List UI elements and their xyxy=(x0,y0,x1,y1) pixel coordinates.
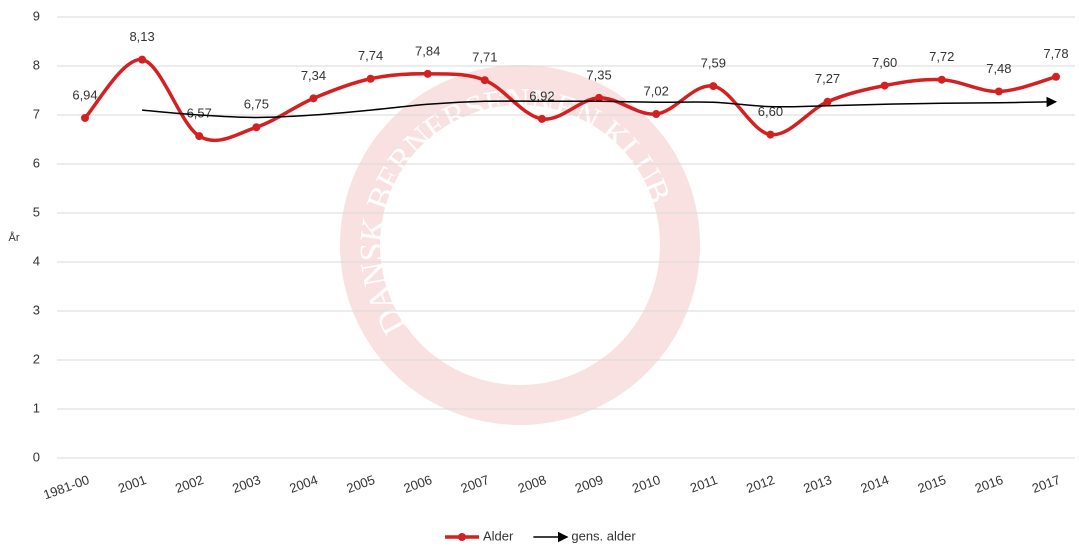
x-tick-label: 2014 xyxy=(859,472,891,496)
y-tick-label: 0 xyxy=(33,449,40,464)
data-point xyxy=(881,82,889,90)
data-point xyxy=(709,82,717,90)
data-label: 7,27 xyxy=(815,71,840,86)
data-label: 6,75 xyxy=(244,97,269,112)
legend-label: gens. alder xyxy=(571,528,636,543)
data-label: 6,94 xyxy=(72,87,97,102)
legend-swatch xyxy=(458,533,466,541)
data-point xyxy=(81,114,89,122)
y-tick-label: 1 xyxy=(33,400,40,415)
x-tick-label: 2005 xyxy=(344,472,376,496)
y-tick-label: 5 xyxy=(33,204,40,219)
y-tick-label: 6 xyxy=(33,155,40,170)
x-tick-label: 2006 xyxy=(402,472,434,496)
x-tick-label: 2012 xyxy=(744,472,776,496)
x-tick-label: 2010 xyxy=(630,472,662,496)
data-label: 7,78 xyxy=(1043,46,1068,61)
data-point xyxy=(367,75,375,83)
data-label: 7,71 xyxy=(472,50,497,65)
data-label: 6,57 xyxy=(187,106,212,121)
data-point xyxy=(538,115,546,123)
data-label: 7,72 xyxy=(929,49,954,64)
data-label: 7,02 xyxy=(644,83,669,98)
x-tick-label: 2013 xyxy=(801,472,833,496)
data-point xyxy=(138,56,146,64)
x-tick-label: 2003 xyxy=(230,472,262,496)
data-label: 7,59 xyxy=(701,56,726,71)
x-tick-label: 2011 xyxy=(688,472,719,496)
x-tick-label: 2001 xyxy=(116,472,148,496)
data-point xyxy=(195,132,203,140)
y-tick-label: 9 xyxy=(33,8,40,23)
data-point xyxy=(252,123,260,131)
y-tick-label: 4 xyxy=(33,253,40,268)
data-label: 7,74 xyxy=(358,48,383,63)
x-tick-label: 2009 xyxy=(573,472,605,496)
legend-label: Alder xyxy=(483,528,514,543)
x-tick-label: 2016 xyxy=(973,472,1005,496)
chart: DANSK BERNERSENNEN KLUB 0 1 2 3 4 5 6 7 8 9 År 1981… xyxy=(0,0,1079,547)
data-point xyxy=(938,76,946,84)
x-tick-label: 2002 xyxy=(173,472,205,496)
data-label: 7,84 xyxy=(415,43,440,58)
data-point xyxy=(995,87,1003,95)
y-tick-label: 7 xyxy=(33,106,40,121)
y-tick-label: 3 xyxy=(33,302,40,317)
y-tick-label: 2 xyxy=(33,351,40,366)
data-point xyxy=(481,76,489,84)
data-point xyxy=(309,94,317,102)
x-tick-label: 2004 xyxy=(287,472,319,496)
data-label: 7,60 xyxy=(872,55,897,70)
x-tick-label: 1981-00 xyxy=(41,472,91,502)
x-tick-label: 2007 xyxy=(459,472,491,496)
data-point xyxy=(424,70,432,78)
data-point xyxy=(652,110,660,118)
x-tick-label: 2017 xyxy=(1030,472,1062,496)
data-label: 7,34 xyxy=(301,68,326,83)
data-label: 7,48 xyxy=(986,61,1011,76)
data-point xyxy=(766,131,774,139)
data-label: 7,35 xyxy=(586,67,611,82)
x-tick-label: 2008 xyxy=(516,472,548,496)
y-axis-label: År xyxy=(9,231,20,244)
data-point xyxy=(1052,73,1060,81)
data-point xyxy=(824,98,832,106)
data-label: 8,13 xyxy=(129,29,154,44)
y-tick-label: 8 xyxy=(33,57,40,72)
watermark: DANSK BERNERSENNEN KLUB xyxy=(354,82,680,405)
x-tick-label: 2015 xyxy=(916,472,948,496)
